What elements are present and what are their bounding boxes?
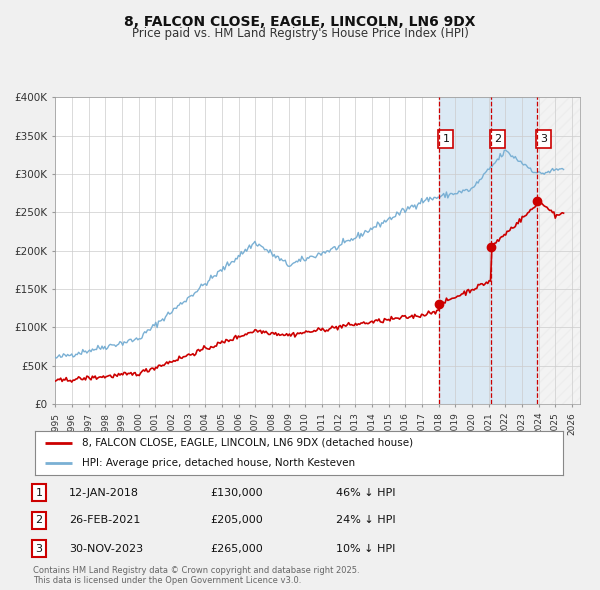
Text: £130,000: £130,000 — [210, 488, 263, 497]
Text: 24% ↓ HPI: 24% ↓ HPI — [336, 516, 395, 525]
Bar — [439, 97, 491, 404]
Text: 30-NOV-2023: 30-NOV-2023 — [69, 544, 143, 553]
Text: Contains HM Land Registry data © Crown copyright and database right 2025.
This d: Contains HM Land Registry data © Crown c… — [33, 566, 359, 585]
Text: 8, FALCON CLOSE, EAGLE, LINCOLN, LN6 9DX: 8, FALCON CLOSE, EAGLE, LINCOLN, LN6 9DX — [124, 15, 476, 29]
Text: 1: 1 — [35, 488, 43, 497]
Text: HPI: Average price, detached house, North Kesteven: HPI: Average price, detached house, Nort… — [82, 458, 355, 468]
Bar — [491, 97, 537, 404]
Text: 8, FALCON CLOSE, EAGLE, LINCOLN, LN6 9DX (detached house): 8, FALCON CLOSE, EAGLE, LINCOLN, LN6 9DX… — [82, 438, 413, 448]
Text: 3: 3 — [35, 544, 43, 553]
Text: 46% ↓ HPI: 46% ↓ HPI — [336, 488, 395, 497]
Text: 2: 2 — [35, 516, 43, 525]
Bar — [537, 97, 580, 404]
Text: 3: 3 — [541, 134, 547, 144]
Text: 1: 1 — [442, 134, 449, 144]
Text: 12-JAN-2018: 12-JAN-2018 — [69, 488, 139, 497]
Text: £205,000: £205,000 — [210, 516, 263, 525]
Text: 10% ↓ HPI: 10% ↓ HPI — [336, 544, 395, 553]
Text: 2: 2 — [494, 134, 502, 144]
Text: 26-FEB-2021: 26-FEB-2021 — [69, 516, 140, 525]
Text: £265,000: £265,000 — [210, 544, 263, 553]
Text: Price paid vs. HM Land Registry's House Price Index (HPI): Price paid vs. HM Land Registry's House … — [131, 27, 469, 40]
